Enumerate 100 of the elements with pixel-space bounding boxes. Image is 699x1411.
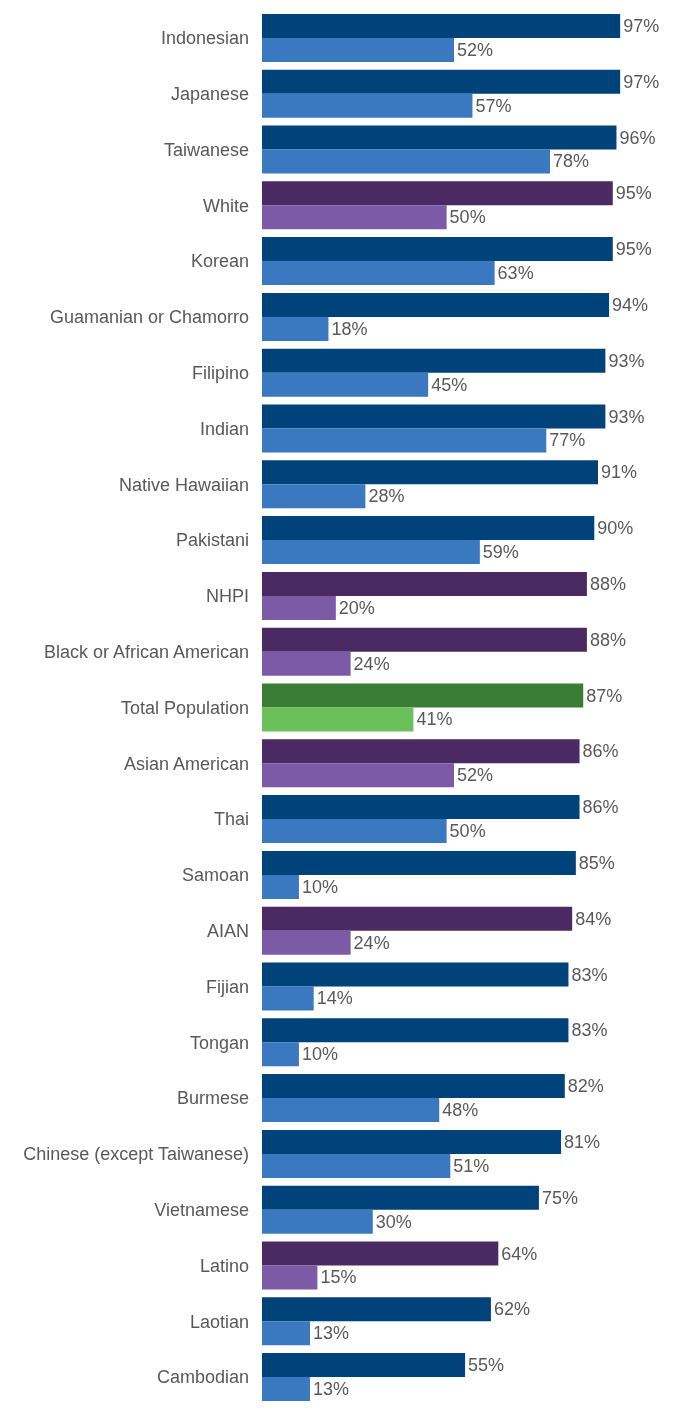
bar xyxy=(262,1074,565,1099)
bar xyxy=(262,1185,539,1210)
bar xyxy=(262,149,550,174)
bar xyxy=(262,986,314,1011)
data-label: 57% xyxy=(475,95,512,116)
bar xyxy=(262,962,569,987)
data-label: 82% xyxy=(567,1076,604,1097)
data-label: 85% xyxy=(578,852,615,873)
bar xyxy=(262,1321,310,1346)
data-label: 30% xyxy=(375,1211,412,1232)
bar xyxy=(262,540,480,565)
data-label: 93% xyxy=(608,406,645,427)
bar xyxy=(262,1098,440,1123)
bar xyxy=(262,292,610,317)
data-label: 48% xyxy=(442,1100,479,1121)
y-tick-label: Total Population xyxy=(120,697,249,718)
data-label: 24% xyxy=(353,653,390,674)
data-label: 64% xyxy=(501,1243,538,1264)
data-label: 97% xyxy=(623,15,660,36)
bar xyxy=(262,261,495,286)
bar xyxy=(262,1297,491,1322)
bar xyxy=(262,1241,499,1266)
data-label: 50% xyxy=(449,821,486,842)
data-label: 59% xyxy=(482,542,519,563)
y-tick-label: Vietnamese xyxy=(154,1200,249,1220)
data-label: 50% xyxy=(449,207,486,228)
bar xyxy=(262,516,595,541)
y-tick-label: Taiwanese xyxy=(163,139,249,160)
data-label: 83% xyxy=(571,964,608,985)
data-label: 84% xyxy=(575,908,612,929)
bar xyxy=(262,651,351,676)
data-label: 41% xyxy=(416,709,453,730)
y-tick-label: Latino xyxy=(199,1255,249,1276)
data-label: 10% xyxy=(301,876,338,897)
data-label: 20% xyxy=(338,597,375,618)
bar xyxy=(262,69,621,94)
bar xyxy=(262,707,414,732)
bar xyxy=(262,906,573,931)
bar xyxy=(262,874,299,899)
data-label: 15% xyxy=(320,1267,357,1288)
data-label: 81% xyxy=(564,1131,601,1152)
y-tick-label: Japanese xyxy=(170,84,249,104)
bar xyxy=(262,1129,562,1154)
y-tick-label: AIAN xyxy=(206,921,249,941)
y-tick-label: Cambodian xyxy=(156,1367,249,1388)
data-label: 24% xyxy=(353,932,390,953)
bar xyxy=(262,1265,318,1290)
data-label: 10% xyxy=(301,1044,338,1065)
data-label: 83% xyxy=(571,1020,608,1041)
bar xyxy=(262,237,613,262)
bar xyxy=(262,595,336,620)
data-label: 45% xyxy=(431,374,468,395)
data-label: 90% xyxy=(597,518,634,539)
data-label: 51% xyxy=(453,1155,490,1176)
data-label: 28% xyxy=(368,486,405,507)
bar xyxy=(262,348,606,373)
data-label: 96% xyxy=(619,127,656,148)
y-tick-label: Tongan xyxy=(189,1032,249,1053)
y-tick-label: Pakistani xyxy=(175,530,249,551)
bar xyxy=(262,460,598,485)
bar xyxy=(262,850,576,875)
data-label: 13% xyxy=(313,1323,350,1344)
y-tick-label: Indian xyxy=(199,418,249,439)
bar xyxy=(262,125,617,150)
y-tick-label: NHPI xyxy=(205,586,249,607)
bar xyxy=(262,372,429,397)
data-label: 18% xyxy=(331,318,368,339)
data-label: 94% xyxy=(612,294,649,315)
data-label: 75% xyxy=(541,1187,578,1208)
y-tick-label: Native Hawaiian xyxy=(118,474,249,495)
y-tick-label: White xyxy=(202,195,249,216)
bar xyxy=(262,683,584,708)
bar xyxy=(262,1042,299,1067)
data-label: 62% xyxy=(493,1299,530,1320)
data-label: 91% xyxy=(601,462,638,483)
data-label: 55% xyxy=(468,1355,505,1376)
bar xyxy=(262,93,473,118)
data-label: 78% xyxy=(553,151,590,172)
data-label: 77% xyxy=(549,430,586,451)
bar xyxy=(262,428,547,453)
bar xyxy=(262,181,613,206)
data-label: 13% xyxy=(313,1379,350,1400)
data-label: 63% xyxy=(497,263,534,284)
y-tick-label: Guamanian or Chamorro xyxy=(49,307,249,328)
bar xyxy=(262,795,580,820)
bar xyxy=(262,763,454,788)
bar xyxy=(262,1153,451,1178)
y-tick-label: Laotian xyxy=(189,1311,249,1332)
bar xyxy=(262,739,580,764)
y-tick-label: Chinese (except Taiwanese) xyxy=(23,1144,249,1165)
data-label: 95% xyxy=(615,183,652,204)
y-tick-label: Asian American xyxy=(123,753,249,774)
bar xyxy=(262,930,351,955)
data-label: 95% xyxy=(615,239,652,260)
bar xyxy=(262,13,621,38)
data-label: 87% xyxy=(586,685,623,706)
y-tick-label: Samoan xyxy=(181,865,249,886)
data-label: 93% xyxy=(608,350,645,371)
y-tick-label: Filipino xyxy=(191,363,249,383)
bar xyxy=(262,37,454,62)
